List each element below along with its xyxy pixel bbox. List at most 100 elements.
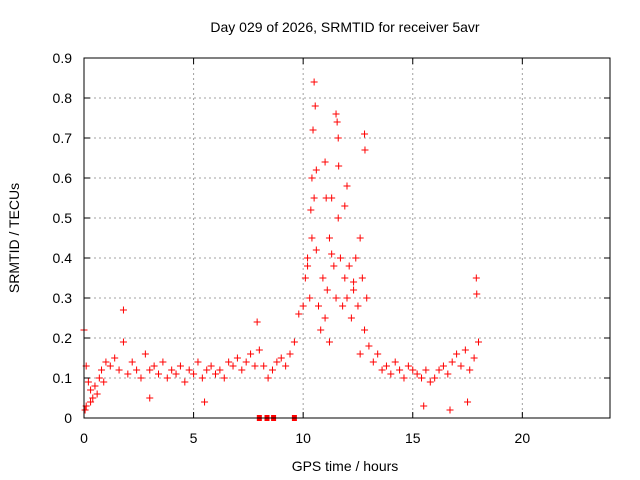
data-point [87,398,95,406]
data-point [81,406,89,414]
data-point [341,274,349,282]
data-point [128,358,136,366]
y-tick-label: 0.2 [53,330,73,346]
data-point [358,274,366,282]
data-point [435,366,443,374]
data-point [176,362,184,370]
data-point [391,358,399,366]
data-point [216,366,224,374]
data-point [251,362,259,370]
y-tick-label: 0.6 [53,170,73,186]
data-point [301,274,309,282]
data-point [365,342,373,350]
data-point [387,370,395,378]
data-point [475,338,482,346]
data-point [155,370,163,378]
data-point [295,310,303,318]
data-point [464,398,472,406]
data-point [290,338,298,346]
data-point [137,374,145,382]
data-point [325,338,333,346]
data-point [111,354,119,362]
data-point [168,366,176,374]
data-point [361,146,369,154]
data-point [98,366,106,374]
data-point [312,166,320,174]
data-point [426,378,434,386]
data-point [461,346,469,354]
y-tick-label: 0.8 [53,90,73,106]
data-point [422,366,430,374]
y-tick-label: 0.9 [53,50,73,66]
data-point [150,362,158,370]
data-point [420,402,428,410]
y-tick-label: 0.4 [53,250,73,266]
data-point [146,394,154,402]
y-tick-label: 0 [64,410,72,426]
data-point [309,126,317,134]
data-point [350,286,358,294]
data-point [310,78,318,86]
data-point [328,250,336,258]
y-tick-label: 0.5 [53,210,73,226]
data-point [334,214,342,222]
data-point [238,366,246,374]
data-point [220,374,228,382]
data-point [321,158,329,166]
data-point [339,302,347,310]
data-point [315,302,323,310]
y-tick-label: 0.1 [53,370,73,386]
data-point [299,302,307,310]
data-point [312,246,320,254]
data-point [233,354,241,362]
data-point [247,350,255,358]
data-point [347,314,355,322]
data-point [332,294,340,302]
data-point [102,358,110,366]
data-point [382,362,390,370]
data-point [361,326,369,334]
data-point [159,358,167,366]
x-tick-label: 5 [190,430,198,446]
data-point [84,378,92,386]
data-point [201,398,209,406]
data-point [332,110,340,118]
data-point [306,294,314,302]
data-point [124,370,132,378]
data-point [106,362,114,370]
data-point [253,318,261,326]
data-point [311,102,319,110]
data-point [190,370,198,378]
data-point [229,362,237,370]
data-points [80,78,482,421]
data-point [330,262,338,270]
data-point [352,254,360,262]
grid [84,58,610,418]
data-point [356,350,364,358]
plot-frame [83,57,611,419]
data-point [470,354,478,362]
y-axis-label: SRMTID / TECUs [6,183,22,293]
data-point [322,194,330,202]
data-point [308,234,316,242]
data-point [163,374,171,382]
data-point [260,362,268,370]
data-point [317,326,325,334]
data-point [319,274,327,282]
data-point [264,374,272,382]
data-point [378,366,386,374]
data-point [100,378,108,386]
data-point [119,338,127,346]
data-point [361,130,369,138]
data-point [400,374,408,382]
data-point [225,358,233,366]
data-point [207,362,215,370]
data-point [336,254,344,262]
data-point [413,370,421,378]
data-point [87,386,95,394]
data-point [212,370,219,378]
data-point [277,354,285,362]
data-point [308,174,316,182]
data-point [333,118,341,126]
